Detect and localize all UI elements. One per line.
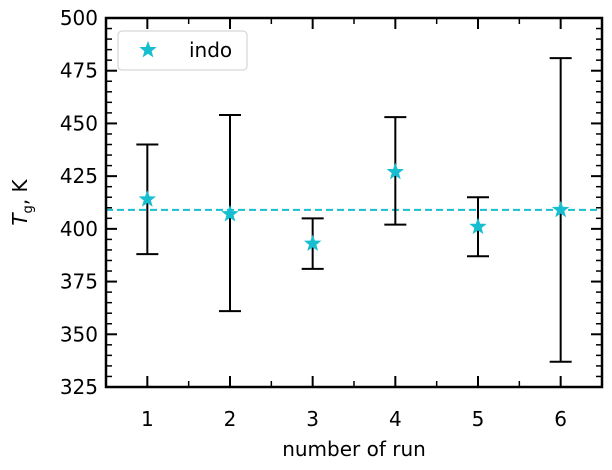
legend-star-marker: [139, 40, 157, 58]
plot-frame: [104, 16, 604, 389]
y-tick-label: 425: [60, 164, 98, 188]
data-point-star: [386, 162, 405, 180]
x-axis-label: number of run: [282, 437, 426, 461]
y-tick-label: 400: [60, 217, 98, 241]
x-tick-labels: 1 2 3 4 5 6: [141, 407, 567, 431]
y-axis-symbol: T: [8, 212, 32, 226]
y-tick-label: 375: [60, 270, 98, 294]
data-point-star: [551, 200, 570, 218]
y-tick-label: 475: [60, 59, 98, 83]
y-axis-subscript: g: [21, 205, 36, 213]
data-point-star: [469, 217, 487, 235]
major-ticks: [106, 17, 602, 388]
data-point-star: [303, 234, 322, 252]
legend-star-icon: [139, 40, 157, 58]
x-tick-label: 1: [141, 407, 154, 431]
y-tick-label: 500: [60, 6, 98, 30]
x-tick-label: 3: [306, 407, 319, 431]
data-markers: [138, 162, 570, 252]
y-axis-unit: , K: [8, 178, 32, 205]
x-tick-label: 6: [554, 407, 567, 431]
y-tick-label: 325: [60, 375, 98, 399]
data-point-star: [138, 190, 157, 207]
y-axis-label: Tg, K: [8, 178, 36, 225]
legend-box: [117, 30, 248, 71]
y-tick-labels: 325 350 375 400 425 450 475 500: [60, 6, 98, 399]
legend-label: indo: [189, 38, 232, 62]
legend: indo: [117, 30, 248, 71]
y-tick-label: 450: [60, 111, 98, 135]
minor-ticks: [106, 18, 602, 387]
y-tick-label: 350: [60, 322, 98, 346]
x-tick-label: 4: [389, 407, 402, 431]
data-point-star: [221, 204, 239, 222]
x-tick-label: 2: [224, 407, 237, 431]
x-tick-label: 5: [472, 407, 485, 431]
